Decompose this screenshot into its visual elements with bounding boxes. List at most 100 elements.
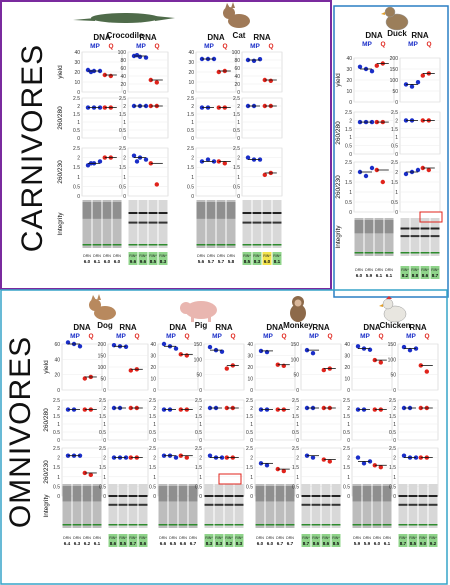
y-tick-label: 0: [123, 136, 126, 142]
integrity-metric: DRN: [227, 254, 235, 258]
y-tick-label: 40: [234, 74, 240, 80]
integrity-metric: RIN*: [139, 254, 147, 258]
mp-point: [369, 165, 375, 171]
gel-lane: [72, 484, 82, 528]
mp-point: [310, 351, 316, 356]
integrity-score: 6.1: [376, 273, 383, 278]
y-tick-label: 50: [100, 377, 106, 383]
row-label-yield: yield: [57, 65, 64, 79]
y-tick-label: 150: [291, 342, 300, 348]
gel-lane: [374, 218, 384, 256]
gel-lane: [285, 484, 295, 528]
y-tick-label: 0: [57, 388, 60, 394]
integrity-box: [226, 252, 236, 265]
gel-band-18s: [224, 503, 234, 506]
y-tick-label: 0: [199, 494, 202, 500]
carnivores-label: CARNIVORES: [16, 44, 49, 252]
y-tick-label: 2.5: [292, 398, 299, 404]
gel-band-18s: [262, 221, 272, 224]
y-tick-label: 1.5: [389, 414, 396, 420]
integrity-metric: DRN: [83, 536, 91, 540]
integrity-metric: DRN: [159, 536, 167, 540]
y-tick-label: 10: [150, 377, 156, 383]
integrity-score: 6.1: [384, 541, 391, 546]
plot-area: [61, 343, 103, 391]
y-tick-label: 2.5: [233, 146, 240, 152]
y-tick-label: 2: [237, 156, 240, 162]
integrity-score: 5.6: [198, 259, 205, 264]
integrity-score: 6.0: [356, 273, 363, 278]
integrity-metric: DRN: [83, 254, 91, 258]
gel-lane: [138, 200, 148, 248]
y-tick-label: 1.5: [292, 414, 299, 420]
row-label-yield: yield: [43, 360, 50, 374]
integrity-box: [301, 534, 311, 547]
integrity-score: 9.0: [420, 541, 427, 546]
animal-ears: [91, 294, 101, 301]
gel-marker: [252, 244, 262, 246]
y-tick-label: 2: [191, 156, 194, 162]
integrity-box: [372, 534, 382, 547]
gel-band-18s: [398, 503, 408, 506]
gel-lane: [188, 484, 198, 528]
integrity-metric: RIN*: [159, 254, 167, 258]
y-tick-label: 2: [393, 456, 396, 462]
y-tick-label: 100: [390, 78, 399, 84]
y-tick-label: 10: [74, 80, 80, 86]
y-tick-label: 20: [150, 365, 156, 371]
gel-lane: [262, 200, 272, 248]
y-tick-label: 40: [188, 50, 194, 56]
gel-marker: [204, 524, 214, 526]
y-tick-label: 1: [199, 422, 202, 428]
y-tick-label: 100: [98, 365, 107, 371]
y-tick-label: 20: [247, 365, 253, 371]
mp-point: [205, 157, 211, 162]
y-tick-label: 20: [74, 70, 80, 76]
gel-band-28s: [138, 495, 148, 497]
y-tick-label: 1: [250, 422, 253, 428]
integrity-metric: RIN*: [332, 536, 340, 540]
integrity-box: [364, 266, 374, 279]
gel-lane: [206, 200, 216, 248]
integrity-score: 8.6: [110, 541, 117, 546]
integrity-score: 8.3: [254, 259, 261, 264]
integrity-score: 6.0: [104, 259, 111, 264]
gel-lane: [226, 200, 236, 248]
y-tick-label: 0.5: [99, 430, 106, 436]
gel-marker: [138, 244, 148, 246]
gel-lane: [158, 200, 168, 248]
integrity-metric: DRN: [276, 536, 284, 540]
gel-smear: [226, 202, 236, 219]
y-tick-label: 0: [393, 388, 396, 394]
gel-marker: [374, 252, 384, 254]
gel-marker: [62, 524, 72, 526]
q-label: Q: [184, 333, 189, 340]
gel-lane: [301, 484, 311, 528]
row-label-r260280: 260/280: [57, 106, 64, 130]
integrity-box: [331, 534, 341, 547]
y-tick-label: 1.5: [195, 414, 202, 420]
y-tick-label: 40: [74, 50, 80, 56]
gel-lane: [148, 200, 158, 248]
species-name: Duck: [387, 29, 407, 38]
mp-point: [88, 69, 94, 75]
integrity-score: 8.6: [140, 541, 147, 546]
mp-point: [415, 80, 421, 85]
gel-lane: [62, 484, 72, 528]
y-tick-label: 0: [296, 438, 299, 444]
mp-point: [251, 58, 257, 63]
y-tick-label: 150: [194, 342, 203, 348]
y-tick-label: 0: [349, 100, 352, 106]
y-tick-label: 10: [188, 80, 194, 86]
gel-band-18s: [311, 503, 321, 506]
y-tick-label: 30: [74, 60, 80, 66]
mp-point: [207, 453, 213, 458]
gel-marker: [285, 524, 295, 526]
q-label: Q: [268, 43, 273, 50]
gel-lane: [354, 218, 364, 256]
y-tick-label: 0: [77, 194, 80, 200]
y-tick-label: 0.5: [343, 430, 350, 436]
integrity-box: [418, 534, 428, 547]
